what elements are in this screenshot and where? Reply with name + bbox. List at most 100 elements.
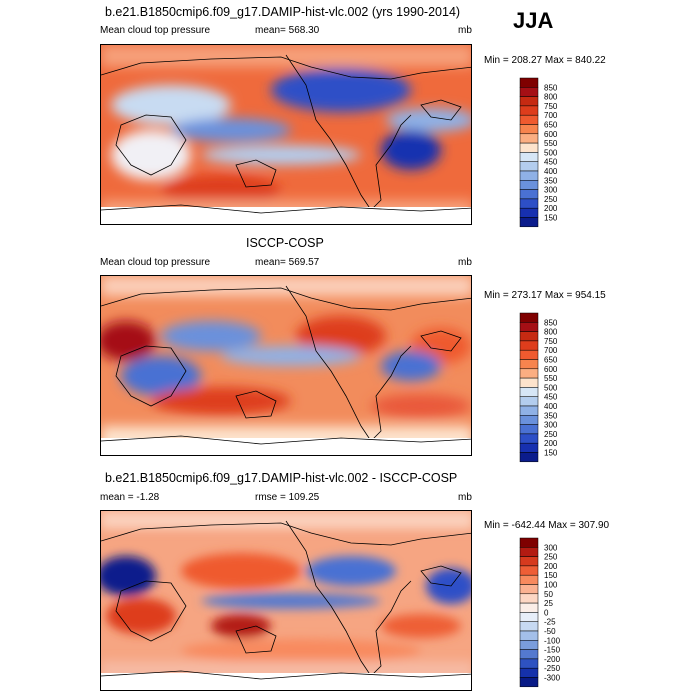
colorbar-tick-label: 700	[544, 346, 558, 355]
colorbar-swatch	[519, 87, 539, 97]
colorbar-tick-label: 350	[544, 176, 558, 185]
panel-2-minmax: Min = 273.17 Max = 954.15	[484, 290, 606, 301]
panel-3-colorbar: 300 250 200 150 100 50 25 0 -25 -50 -100 -150 -200 -2…	[519, 537, 561, 688]
panel-2-colorbar: 850 800 750 700 650 600 550 500 450 400 350 300 250 2…	[519, 312, 558, 463]
colorbar-swatch	[519, 396, 539, 407]
colorbar-swatch	[519, 677, 539, 688]
colorbar-tick-label: 800	[544, 328, 558, 337]
colorbar-tick-label: 100	[544, 581, 558, 590]
colorbar-tick-label: 300	[544, 543, 558, 552]
colorbar-tick-label: 600	[544, 365, 558, 374]
colorbar-swatch	[519, 630, 539, 641]
colorbar-swatch	[519, 217, 539, 228]
colorbar-swatch	[519, 349, 539, 360]
colorbar-tick-label: 0	[544, 608, 549, 617]
colorbar-swatch	[519, 331, 539, 342]
colorbar-swatch	[519, 556, 539, 567]
colorbar-tick-label: -25	[544, 618, 556, 627]
colorbar-tick-label: 850	[544, 318, 558, 327]
colorbar-swatch	[519, 170, 539, 181]
colorbar-tick-label: 350	[544, 411, 558, 420]
colorbar-swatch	[519, 424, 539, 435]
panel-3-map	[100, 510, 472, 691]
panel-3-minmax: Min = -642.44 Max = 307.90	[484, 520, 610, 531]
colorbar-tick-label: -200	[544, 655, 561, 664]
panel-1-colorbar: 850 800 750 700 650 600 550 500 450 400 350 300 250 2…	[519, 77, 558, 228]
colorbar-swatch	[519, 433, 539, 444]
colorbar-swatch	[519, 658, 539, 669]
panel-1-left-label: Mean cloud top pressure	[100, 25, 211, 36]
colorbar-tick-label: 400	[544, 167, 558, 176]
colorbar-swatch	[519, 602, 539, 613]
season-label: JJA	[513, 8, 554, 33]
colorbar-tick-label: 300	[544, 186, 558, 195]
colorbar-tick-label: 50	[544, 590, 553, 599]
panel-1-map	[100, 44, 472, 225]
colorbar-swatch	[519, 96, 539, 107]
colorbar-swatch	[519, 640, 539, 650]
colorbar-tick-label: 300	[544, 421, 558, 430]
colorbar-tick-label: 200	[544, 439, 558, 448]
colorbar-tick-label: 150	[544, 571, 558, 580]
colorbar-swatch	[519, 649, 539, 660]
colorbar-swatch	[519, 207, 539, 218]
colorbar-swatch	[519, 547, 539, 557]
colorbar-tick-label: 150	[544, 214, 558, 223]
panel-2-title: ISCCP-COSP	[246, 236, 324, 250]
colorbar-tick-label: 750	[544, 102, 558, 111]
colorbar-tick-label: 400	[544, 402, 558, 411]
colorbar-tick-label: -250	[544, 664, 561, 673]
colorbar-swatch	[519, 415, 539, 425]
colorbar-tick-label: 250	[544, 553, 558, 562]
colorbar-swatch	[519, 77, 539, 88]
panel-1-units: mb	[458, 25, 472, 36]
colorbar-swatch	[519, 105, 539, 116]
panel-3-left-label: mean = -1.28	[100, 492, 160, 503]
panel-3-units: mb	[458, 492, 472, 503]
colorbar-swatch	[519, 124, 539, 135]
panel-2-mean: mean= 569.57	[255, 257, 320, 268]
panel-1-mean: mean= 568.30	[255, 25, 320, 36]
panel-1-title: b.e21.B1850cmip6.f09_g17.DAMIP-hist-vlc.…	[105, 5, 461, 19]
colorbar-swatch	[519, 565, 539, 576]
colorbar-tick-label: -100	[544, 636, 561, 645]
panel-3-rmse: rmse = 109.25	[255, 492, 320, 503]
colorbar-tick-label: 650	[544, 121, 558, 130]
colorbar-tick-label: 200	[544, 204, 558, 213]
colorbar-tick-label: -150	[544, 646, 561, 655]
colorbar-tick-label: 200	[544, 562, 558, 571]
colorbar-swatch	[519, 189, 539, 200]
panel-1-minmax: Min = 208.27 Max = 840.22	[484, 55, 606, 66]
colorbar-swatch	[519, 312, 539, 323]
colorbar-swatch	[519, 142, 539, 153]
panel-2-units: mb	[458, 257, 472, 268]
colorbar-swatch	[519, 133, 539, 144]
colorbar-tick-label: 250	[544, 430, 558, 439]
colorbar-swatch	[519, 405, 539, 416]
colorbar-tick-label: 450	[544, 158, 558, 167]
colorbar-swatch	[519, 322, 539, 332]
colorbar-swatch	[519, 368, 539, 379]
colorbar-swatch	[519, 621, 539, 632]
colorbar-tick-label: 650	[544, 356, 558, 365]
colorbar-tick-label: 250	[544, 195, 558, 204]
colorbar-tick-label: 550	[544, 139, 558, 148]
panel-2-left-label: Mean cloud top pressure	[100, 257, 211, 268]
colorbar-tick-label: 150	[544, 449, 558, 458]
colorbar-swatch	[519, 180, 539, 190]
colorbar-tick-label: -300	[544, 674, 561, 683]
colorbar-tick-label: 450	[544, 393, 558, 402]
colorbar-swatch	[519, 537, 539, 548]
colorbar-swatch	[519, 452, 539, 463]
colorbar-tick-label: 25	[544, 599, 553, 608]
colorbar-swatch	[519, 359, 539, 370]
colorbar-tick-label: -50	[544, 627, 556, 636]
colorbar-swatch	[519, 593, 539, 604]
colorbar-swatch	[519, 584, 539, 595]
colorbar-tick-label: 500	[544, 383, 558, 392]
colorbar-swatch	[519, 612, 539, 622]
panel-3-title: b.e21.B1850cmip6.f09_g17.DAMIP-hist-vlc.…	[105, 471, 458, 485]
colorbar-swatch	[519, 574, 539, 585]
colorbar-swatch	[519, 442, 539, 453]
panel-2-map	[100, 275, 472, 456]
